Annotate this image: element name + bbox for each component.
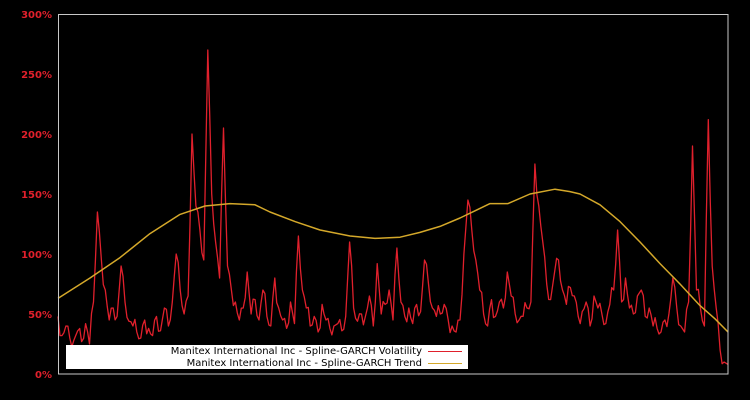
trend-line [57, 188, 729, 333]
legend-swatch-volatility [428, 350, 462, 352]
y-tick-label: 50% [28, 310, 52, 321]
plot-series [57, 49, 729, 365]
chart-legend: Manitex International Inc - Spline-GARCH… [66, 345, 468, 369]
y-tick-label: 300% [21, 10, 52, 21]
legend-item-volatility: Manitex International Inc - Spline-GARCH… [171, 345, 462, 357]
legend-item-trend: Manitex International Inc - Spline-GARCH… [187, 357, 462, 369]
legend-swatch-trend [428, 362, 462, 364]
y-tick-label: 100% [21, 250, 52, 261]
y-tick-label: 0% [35, 370, 52, 381]
y-tick-label: 250% [21, 70, 52, 81]
y-tick-label: 150% [21, 190, 52, 201]
y-axis-tick-labels: 0% 50% 100% 150% 200% 250% 300% [21, 10, 52, 381]
legend-label-volatility: Manitex International Inc - Spline-GARCH… [170, 345, 422, 357]
legend-label-trend: Manitex International Inc - Spline-GARCH… [186, 357, 422, 369]
plot-area-frame [58, 14, 729, 375]
volatility-line [57, 49, 729, 365]
y-tick-label: 200% [21, 130, 52, 141]
